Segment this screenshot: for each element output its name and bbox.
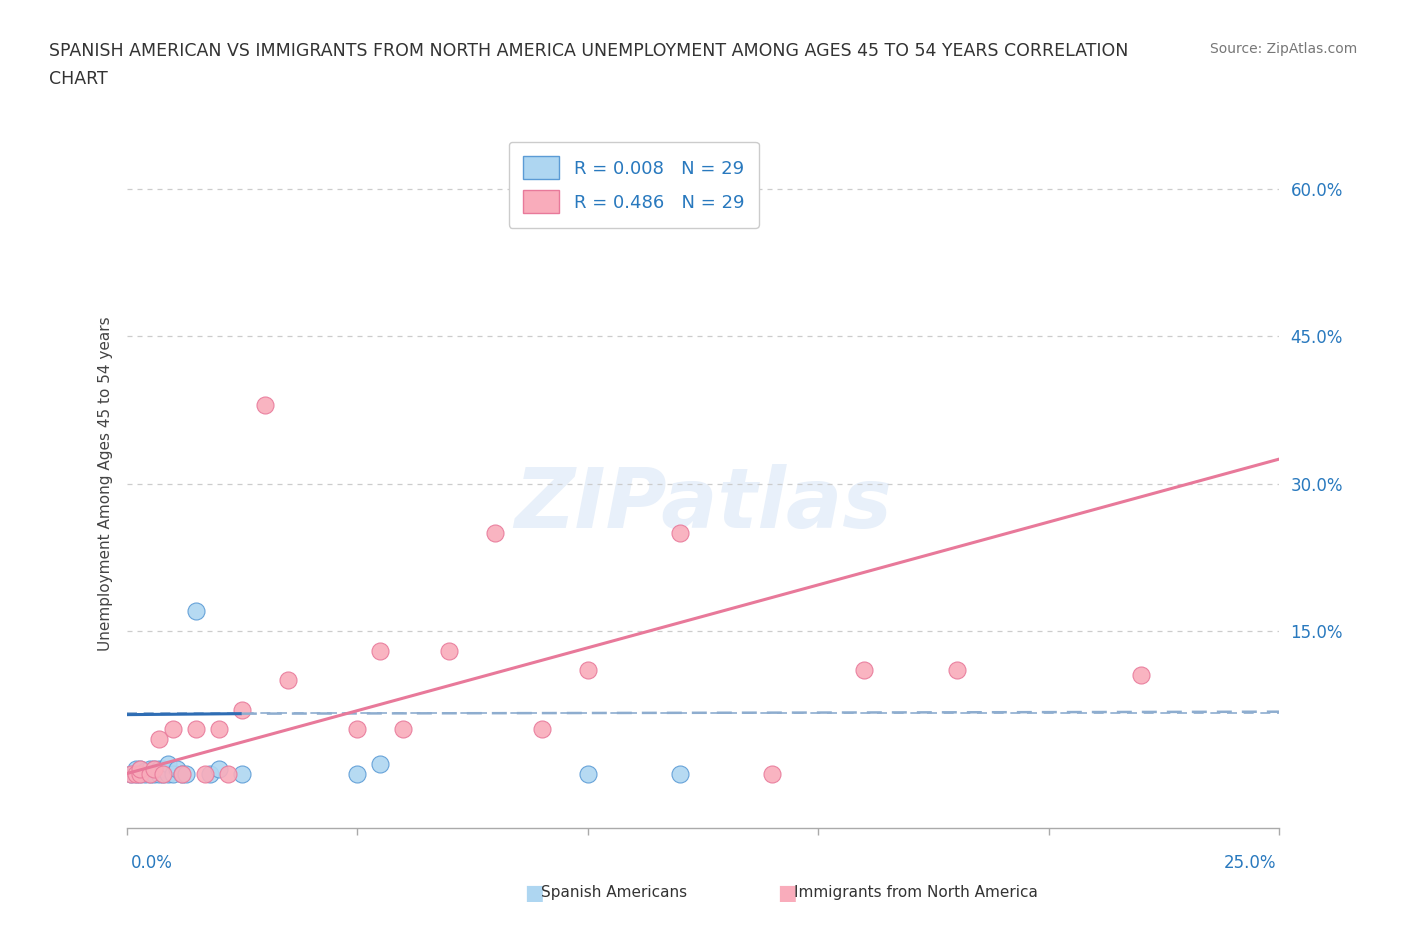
- Point: [138, 766, 160, 781]
- Point: [853, 663, 876, 678]
- Point: [669, 525, 692, 540]
- Text: Source: ZipAtlas.com: Source: ZipAtlas.com: [1209, 42, 1357, 56]
- Point: [125, 766, 148, 781]
- Point: [184, 604, 207, 618]
- Point: [194, 766, 217, 781]
- Point: [184, 722, 207, 737]
- Text: ■: ■: [524, 883, 544, 903]
- Point: [346, 722, 368, 737]
- Point: [217, 766, 239, 781]
- Point: [143, 766, 166, 781]
- Point: [208, 722, 231, 737]
- Point: [129, 762, 152, 777]
- Point: [576, 766, 599, 781]
- Point: [152, 766, 174, 781]
- Point: [277, 672, 299, 687]
- Point: [138, 762, 160, 777]
- Point: [125, 766, 148, 781]
- Point: [143, 762, 166, 777]
- Point: [157, 766, 180, 781]
- Text: Immigrants from North America: Immigrants from North America: [794, 885, 1038, 900]
- Point: [761, 766, 783, 781]
- Point: [392, 722, 415, 737]
- Point: [253, 397, 276, 412]
- Point: [231, 702, 253, 717]
- Point: [148, 766, 170, 781]
- Text: SPANISH AMERICAN VS IMMIGRANTS FROM NORTH AMERICA UNEMPLOYMENT AMONG AGES 45 TO : SPANISH AMERICAN VS IMMIGRANTS FROM NORT…: [49, 42, 1129, 60]
- Point: [1130, 668, 1153, 683]
- Point: [143, 762, 166, 777]
- Text: CHART: CHART: [49, 70, 108, 87]
- Point: [576, 663, 599, 678]
- Point: [368, 644, 391, 658]
- Point: [439, 644, 461, 658]
- Legend: R = 0.008   N = 29, R = 0.486   N = 29: R = 0.008 N = 29, R = 0.486 N = 29: [509, 141, 759, 228]
- Point: [120, 766, 142, 781]
- Point: [138, 766, 160, 781]
- Point: [368, 756, 391, 771]
- Point: [157, 756, 180, 771]
- Point: [208, 762, 231, 777]
- Point: [176, 766, 198, 781]
- Point: [120, 766, 142, 781]
- Text: 0.0%: 0.0%: [131, 854, 173, 872]
- Point: [129, 766, 152, 781]
- Point: [162, 722, 184, 737]
- Point: [162, 766, 184, 781]
- Point: [669, 766, 692, 781]
- Point: [134, 764, 156, 778]
- Text: ■: ■: [778, 883, 797, 903]
- Point: [484, 525, 506, 540]
- Point: [170, 766, 193, 781]
- Point: [152, 762, 174, 777]
- Point: [231, 766, 253, 781]
- Point: [148, 762, 170, 777]
- Point: [346, 766, 368, 781]
- Point: [148, 732, 170, 747]
- Point: [125, 762, 148, 777]
- Point: [530, 722, 553, 737]
- Text: ZIPatlas: ZIPatlas: [515, 464, 891, 545]
- Point: [945, 663, 967, 678]
- Point: [198, 766, 221, 781]
- Text: Spanish Americans: Spanish Americans: [541, 885, 688, 900]
- Y-axis label: Unemployment Among Ages 45 to 54 years: Unemployment Among Ages 45 to 54 years: [97, 316, 112, 651]
- Point: [170, 766, 193, 781]
- Text: 25.0%: 25.0%: [1225, 854, 1277, 872]
- Point: [129, 762, 152, 777]
- Point: [152, 766, 174, 781]
- Point: [134, 766, 156, 781]
- Point: [129, 766, 152, 781]
- Point: [166, 762, 188, 777]
